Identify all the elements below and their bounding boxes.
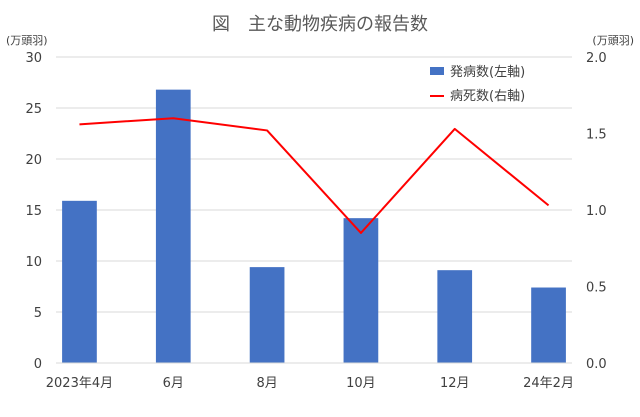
x-axis-ticks: 2023年4月 6月 8月 10月 12月 24年2月 bbox=[46, 376, 574, 391]
x-tick-label: 10月 bbox=[346, 376, 376, 391]
x-tick-label: 24年2月 bbox=[523, 376, 574, 391]
left-tick-label: 25 bbox=[25, 102, 42, 117]
x-tick-label: 2023年4月 bbox=[46, 376, 113, 391]
left-tick-label: 0 bbox=[34, 357, 42, 372]
legend-line-label: 病死数(右軸) bbox=[450, 89, 525, 104]
left-tick-label: 20 bbox=[25, 153, 42, 168]
right-tick-label: 2.0 bbox=[586, 51, 607, 66]
line-path bbox=[79, 117, 550, 234]
left-axis-ticks: 0 5 10 15 20 25 30 bbox=[25, 51, 42, 372]
bar bbox=[249, 267, 285, 363]
left-tick-label: 30 bbox=[25, 51, 42, 66]
left-axis-unit: (万頭羽) bbox=[6, 34, 48, 47]
bar-series bbox=[62, 89, 566, 363]
right-tick-label: 0.0 bbox=[586, 357, 607, 372]
bar bbox=[531, 287, 566, 363]
bar bbox=[62, 200, 97, 363]
chart-title: 図 主な動物疾病の報告数 bbox=[212, 14, 428, 35]
bar bbox=[437, 270, 473, 363]
right-tick-label: 1.0 bbox=[586, 204, 607, 219]
legend: 発病数(左軸) 病死数(右軸) bbox=[430, 65, 525, 104]
right-tick-label: 1.5 bbox=[586, 128, 607, 143]
legend-bar-label: 発病数(左軸) bbox=[450, 65, 525, 80]
left-tick-label: 15 bbox=[25, 204, 42, 219]
gridlines bbox=[56, 56, 572, 313]
x-tick-label: 6月 bbox=[163, 376, 184, 391]
legend-bar-swatch bbox=[430, 67, 444, 75]
right-tick-label: 0.5 bbox=[586, 281, 607, 296]
bar bbox=[343, 218, 379, 363]
line-series bbox=[79, 117, 550, 234]
right-axis-unit: (万頭羽) bbox=[592, 34, 634, 47]
left-tick-label: 5 bbox=[34, 306, 42, 321]
left-tick-label: 10 bbox=[25, 255, 42, 270]
right-axis-ticks: 0.0 0.5 1.0 1.5 2.0 bbox=[586, 51, 607, 372]
bar bbox=[155, 89, 191, 363]
x-tick-label: 8月 bbox=[256, 376, 277, 391]
x-tick-label: 12月 bbox=[440, 376, 470, 391]
